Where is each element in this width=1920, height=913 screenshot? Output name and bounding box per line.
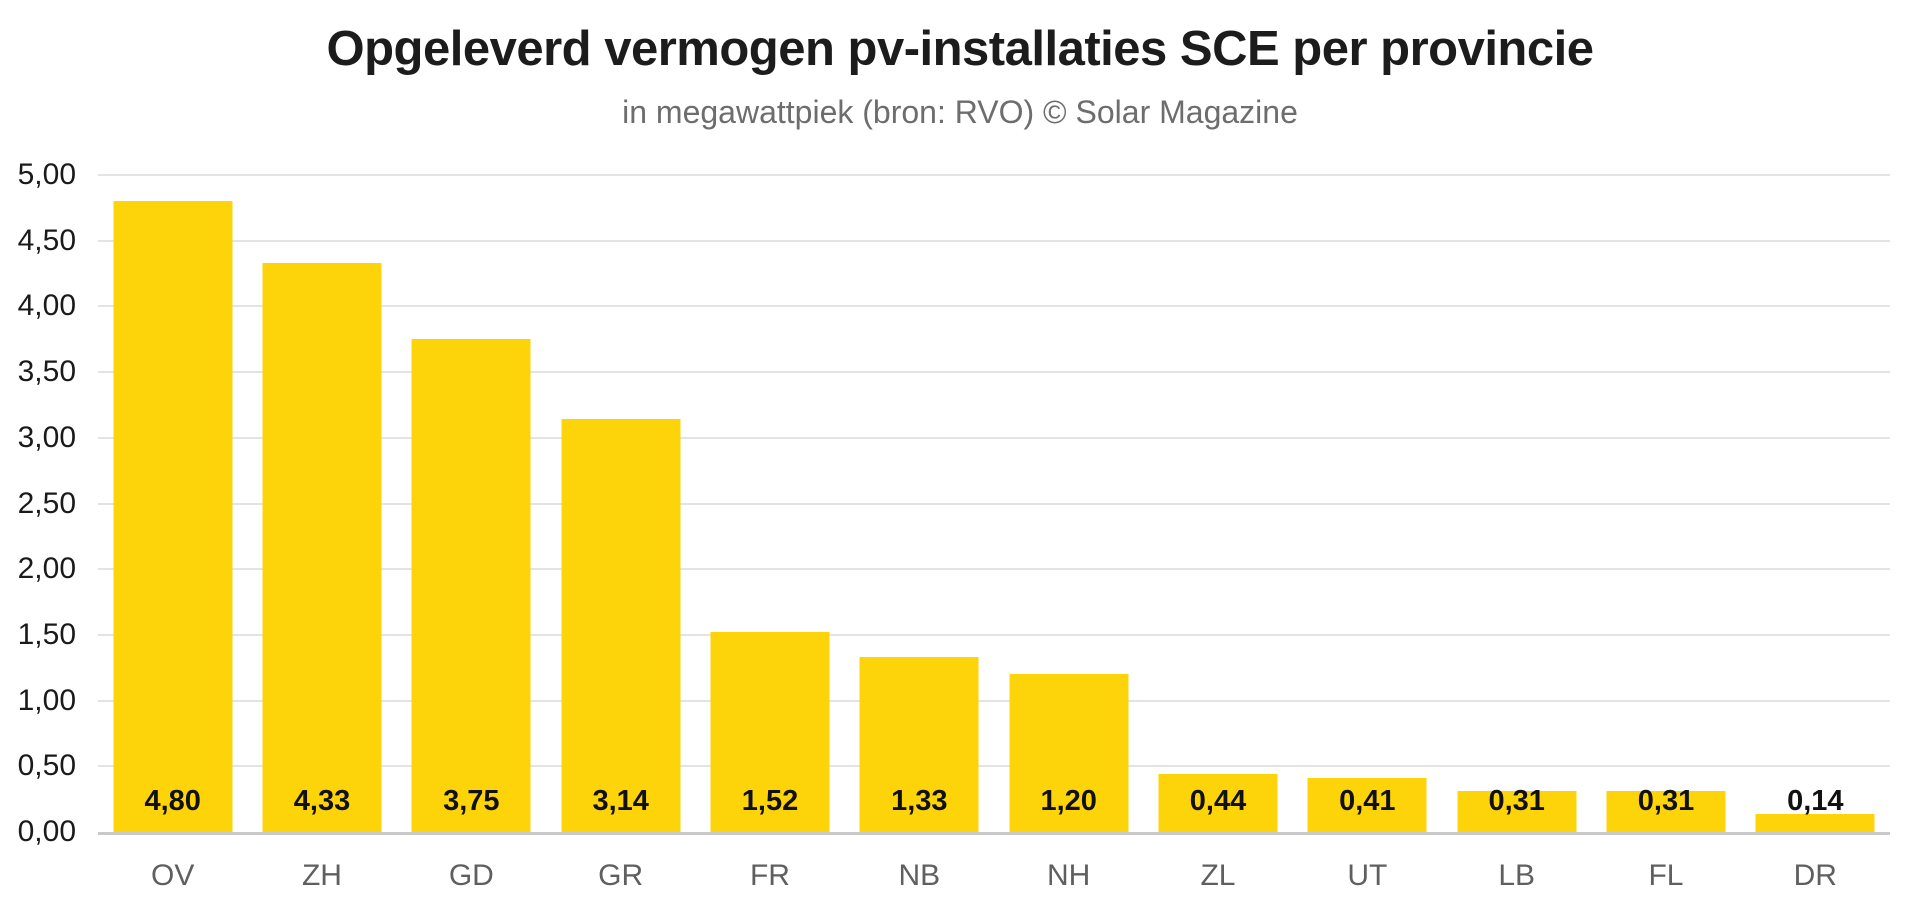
y-axis-tick-label: 4,50 <box>17 223 76 257</box>
bar-slot: 0,41 <box>1293 175 1442 832</box>
plot-area: 4,80 4,33 3,75 3,14 1,52 1,33 1,20 0,44 0,41 0,31… <box>98 174 1890 835</box>
x-axis-category-label: NH <box>1046 859 1091 892</box>
bar-slot: 0,44 <box>1143 175 1292 832</box>
bar <box>710 632 830 832</box>
bar-value-label: 0,14 <box>1787 785 1844 817</box>
gridline <box>98 568 1890 571</box>
bar-slot: 1,33 <box>845 175 994 832</box>
bar <box>859 657 979 832</box>
bar <box>1158 774 1278 832</box>
gridline <box>98 371 1890 374</box>
gridline <box>98 502 1890 505</box>
bar-value-label: 3,75 <box>443 785 500 817</box>
bar-value-label: 1,20 <box>1040 785 1097 817</box>
bar <box>1457 791 1577 832</box>
bar <box>1009 674 1129 832</box>
x-axis-category-label: ZH <box>301 859 342 892</box>
y-axis-tick-label: 0,50 <box>17 749 76 783</box>
bar-slot: 3,14 <box>546 175 695 832</box>
bar-value-label: 1,52 <box>741 785 799 817</box>
bar-slot: 3,75 <box>397 175 546 832</box>
y-axis-tick-label: 2,00 <box>17 552 76 586</box>
gridline <box>98 633 1890 636</box>
x-axis-category-label: UT <box>1347 859 1388 892</box>
gridline <box>98 765 1890 768</box>
gridline <box>98 239 1890 242</box>
x-axis-category-label: DR <box>1793 859 1837 892</box>
bar-value-label: 0,41 <box>1339 785 1396 817</box>
x-axis-category-label: FL <box>1648 859 1684 892</box>
bar-slot: 0,14 <box>1741 175 1890 832</box>
x-axis-category-label: LB <box>1498 859 1536 892</box>
y-axis-tick-label: 3,00 <box>17 420 76 454</box>
bar-value-label: 0,44 <box>1189 785 1247 817</box>
chart-title: Opgeleverd vermogen pv-installaties SCE … <box>326 22 1594 76</box>
y-axis-tick-label: 1,50 <box>17 617 76 651</box>
bar <box>262 263 382 832</box>
bar-value-label: 3,14 <box>592 785 649 817</box>
bar <box>1755 813 1875 832</box>
bar-value-label: 4,80 <box>144 785 201 817</box>
bar-slot: 1,20 <box>994 175 1143 832</box>
bar-slot: 0,31 <box>1442 175 1591 832</box>
x-axis: OV ZH GD GR FR NB NH ZL UT LB FL DR <box>98 858 1890 894</box>
chart-subtitle: in megawattpiek (bron: RVO) © Solar Maga… <box>622 94 1298 130</box>
bar-value-label: 4,33 <box>293 785 351 817</box>
y-axis-tick-label: 2,50 <box>17 486 76 520</box>
y-axis-tick-label: 5,00 <box>17 158 76 191</box>
x-axis-category-label: GR <box>598 859 644 892</box>
bar <box>411 339 531 832</box>
bar <box>113 201 233 832</box>
gridline <box>98 174 1890 176</box>
bar-slot: 4,33 <box>247 175 396 832</box>
bar-value-label: 0,31 <box>1637 785 1695 817</box>
gridline <box>98 436 1890 439</box>
bar <box>1606 791 1726 832</box>
x-axis-category-label: GD <box>448 859 494 892</box>
bar-slot: 0,31 <box>1591 175 1740 832</box>
x-axis-category-label: OV <box>150 859 195 892</box>
bar <box>1307 778 1427 832</box>
bar-value-label: 1,33 <box>891 785 948 817</box>
gridline <box>98 305 1890 308</box>
y-axis: 0,00 0,50 1,00 1,50 2,00 2,50 3,00 3,50 4,00 4,50… <box>0 158 76 848</box>
y-axis-tick-label: 3,50 <box>17 355 76 389</box>
y-axis-tick-label: 1,00 <box>17 683 76 717</box>
bar-value-label: 0,31 <box>1488 785 1545 817</box>
bar-slot: 4,80 <box>98 175 247 832</box>
x-axis-category-label: NB <box>898 859 941 892</box>
y-axis-tick-label: 0,00 <box>17 815 76 848</box>
gridline <box>98 699 1890 702</box>
x-axis-category-label: ZL <box>1200 859 1236 892</box>
x-axis-category-label: FR <box>749 859 790 892</box>
y-axis-tick-label: 4,00 <box>17 289 76 323</box>
bar-slot: 1,52 <box>695 175 844 832</box>
bar <box>561 419 681 832</box>
